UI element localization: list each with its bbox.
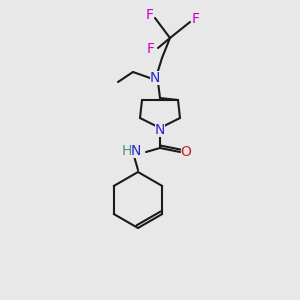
Text: N: N	[131, 144, 141, 158]
Text: N: N	[155, 123, 165, 137]
Text: F: F	[147, 42, 155, 56]
Text: F: F	[146, 8, 154, 22]
Text: F: F	[192, 12, 200, 26]
Text: N: N	[150, 71, 160, 85]
Text: O: O	[181, 145, 191, 159]
Text: H: H	[122, 144, 132, 158]
